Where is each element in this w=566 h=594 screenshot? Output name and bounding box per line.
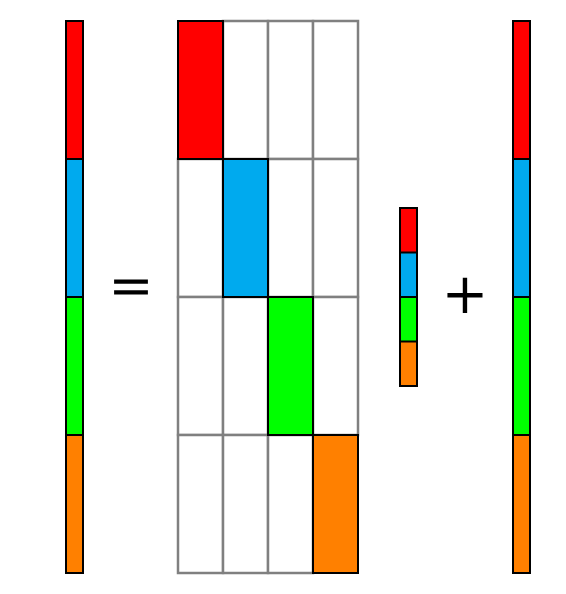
matrix-cell-r2-c3 xyxy=(266,157,315,299)
matrix-diagonal-block-4 xyxy=(312,434,359,574)
matrix-cell-r1-c3 xyxy=(266,19,315,161)
matrix-cell-r4-c3 xyxy=(266,433,315,575)
matrix-cell-r3-c1 xyxy=(176,295,225,437)
left-vector-segment-4 xyxy=(65,434,84,574)
matrix-cell-r4-c1 xyxy=(176,433,225,575)
left-vector-segment-3 xyxy=(65,296,84,436)
right-vector-segment-3 xyxy=(512,296,531,436)
matrix-cell-r2-c1 xyxy=(176,157,225,299)
small-vector-segment-4 xyxy=(399,340,418,387)
right-vector-segment-1 xyxy=(512,20,531,160)
multiplied-vector xyxy=(399,207,418,387)
plus-sign: + xyxy=(442,262,489,327)
small-vector-segment-1 xyxy=(399,207,418,254)
right-vector-segment-2 xyxy=(512,158,531,298)
left-hand-side-vector xyxy=(65,20,84,574)
block-diagonal-matrix xyxy=(176,19,360,575)
left-vector-segment-2 xyxy=(65,158,84,298)
matrix-diagonal-block-3 xyxy=(267,296,314,436)
matrix-cell-r2-c4 xyxy=(311,157,360,299)
equals-sign: = xyxy=(108,254,153,317)
small-vector-segment-3 xyxy=(399,296,418,343)
matrix-cell-r4-c2 xyxy=(221,433,270,575)
matrix-cell-r1-c2 xyxy=(221,19,270,161)
matrix-cell-r3-c2 xyxy=(221,295,270,437)
right-vector-segment-4 xyxy=(512,434,531,574)
added-vector xyxy=(512,20,531,574)
matrix-diagonal-block-1 xyxy=(177,20,224,160)
matrix-cell-r1-c4 xyxy=(311,19,360,161)
matrix-diagonal-block-2 xyxy=(222,158,269,298)
small-vector-segment-2 xyxy=(399,251,418,298)
matrix-cell-r3-c4 xyxy=(311,295,360,437)
left-vector-segment-1 xyxy=(65,20,84,160)
